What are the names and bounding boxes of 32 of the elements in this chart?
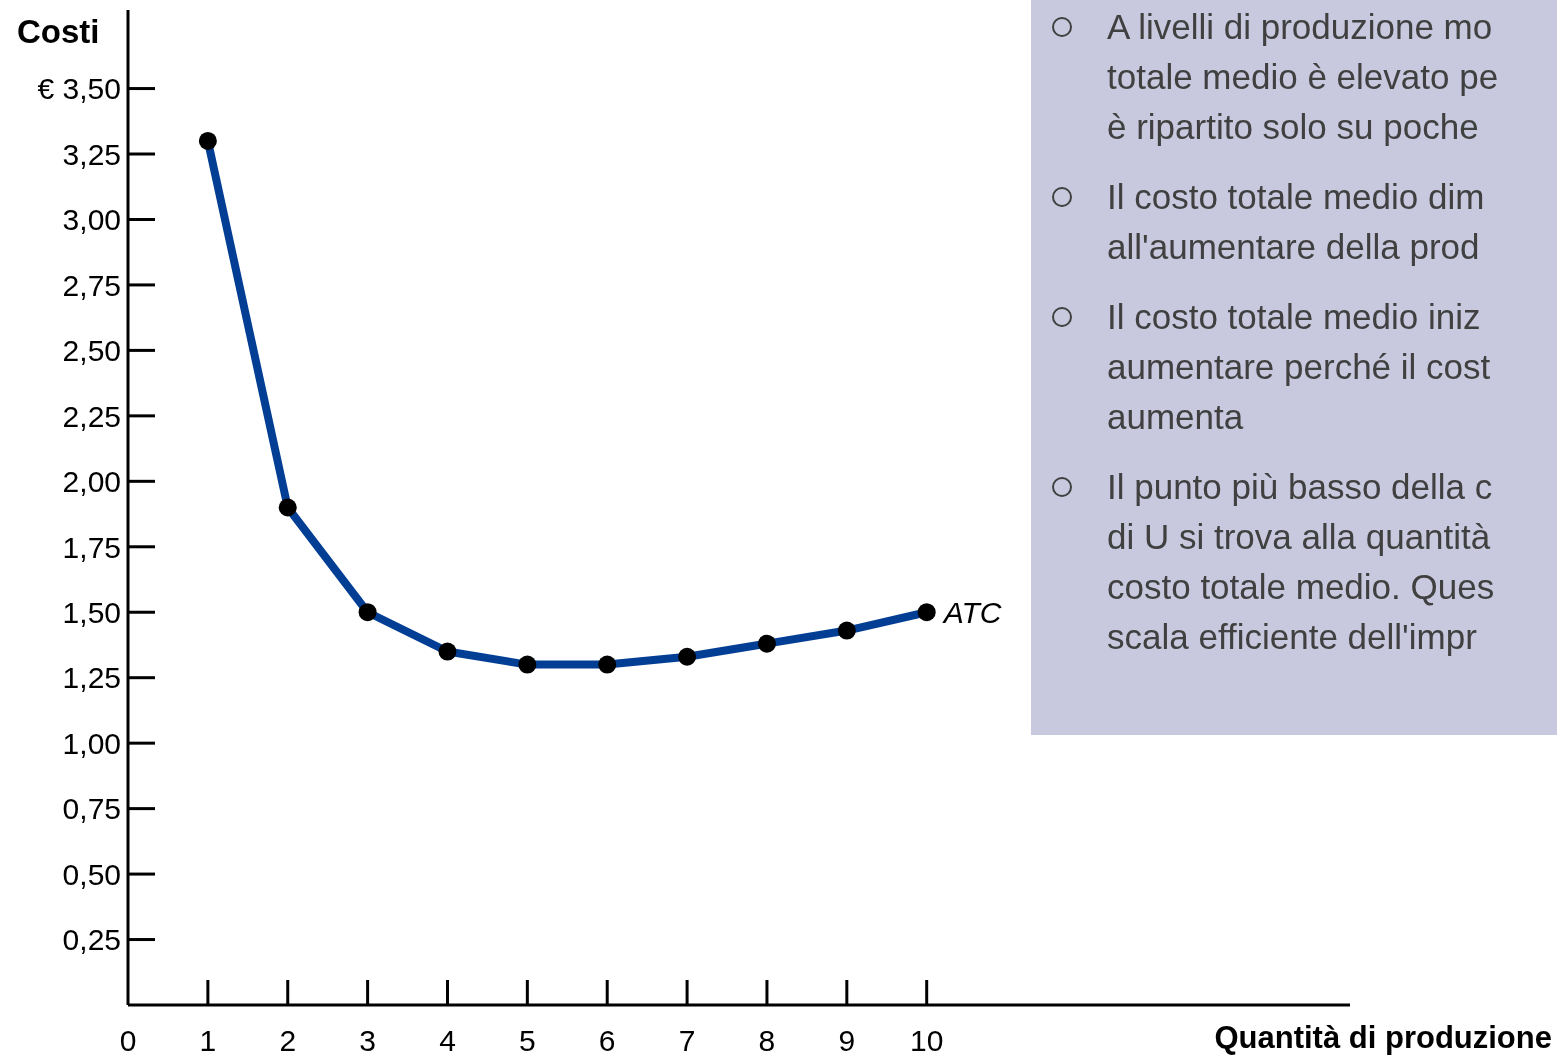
x-tick-label: 3 [359,1024,376,1055]
annotation: Il costo totale medio dim all'aumentare della prod [1107,176,1486,268]
y-tick-label: 3,00 [62,203,121,237]
y-tick-label: 3,25 [62,137,121,171]
x-tick-label: 0 [119,1024,137,1055]
y-tick-label: 0,75 [62,792,121,826]
y-tick-label: 1,25 [62,661,121,695]
y-tick-label: 2,00 [62,465,121,499]
x-axis-title: Quantità di produzione [1214,1020,1552,1055]
y-tick-label: 0,25 [62,923,121,957]
x-tick-label: 5 [519,1024,536,1055]
x-tick-label: 2 [279,1024,297,1055]
y-tick-label: 2,75 [62,268,121,302]
x-tick-label: 1 [199,1024,217,1055]
x-tick-label: 7 [678,1024,696,1055]
y-tick-label: € 3,50 [37,72,121,106]
annotation: Il costo totale medio iniz aumentare perché il cost aumenta [1107,296,1492,438]
x-tick-label: 9 [838,1024,856,1055]
annotation: Il punto più basso della c di U si trova alla quantità costo totale medio. Ques scala efficiente dell'impr [1107,466,1496,658]
y-axis-title: Costi [17,13,100,51]
y-tick-label: 1,50 [62,596,121,630]
x-tick-label: 8 [758,1024,776,1055]
y-tick-label: 2,25 [62,399,121,433]
series-label: ATC [941,596,1002,630]
x-tick-label: 10 [910,1024,944,1055]
y-tick-label: 1,75 [62,530,121,564]
annotation: A livelli di produzione mo totale medio è elevato pe è ripartito solo su poche [1107,6,1500,148]
x-tick-label: 6 [598,1024,616,1055]
y-tick-label: 0,50 [62,857,121,891]
x-tick-label: 4 [439,1024,456,1055]
y-tick-label: 2,50 [62,334,121,368]
y-tick-label: 1,00 [62,726,121,760]
